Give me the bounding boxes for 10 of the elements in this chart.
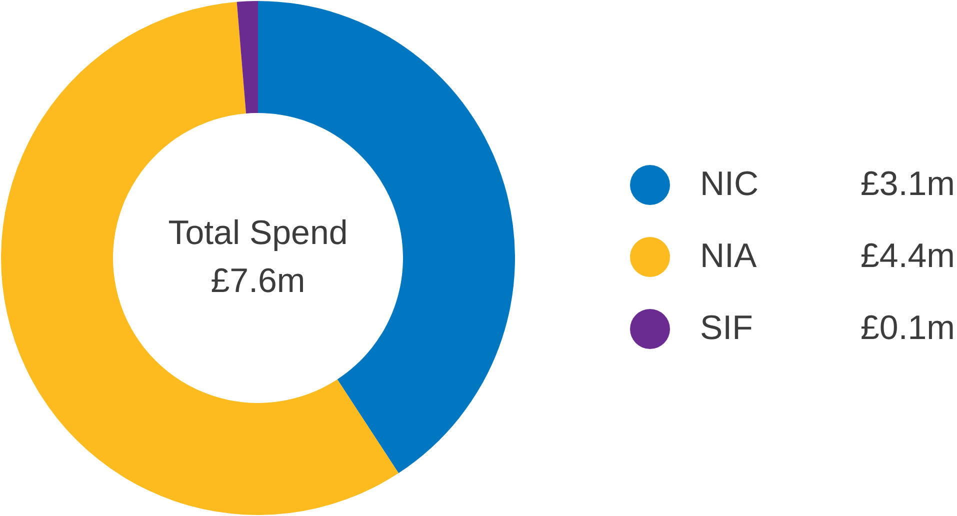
data-label: £4.4m xyxy=(860,237,955,275)
donut-slice xyxy=(1,2,399,515)
legend-label: NIC xyxy=(700,165,759,203)
data-label: £3.1m xyxy=(860,165,955,203)
legend-label: SIF xyxy=(700,309,753,347)
text: £7.6m xyxy=(210,262,306,300)
data-label: £0.1m xyxy=(860,309,955,347)
legend-label: NIA xyxy=(700,237,757,275)
donut-slice xyxy=(236,1,258,114)
text: Total Spend xyxy=(168,214,348,252)
